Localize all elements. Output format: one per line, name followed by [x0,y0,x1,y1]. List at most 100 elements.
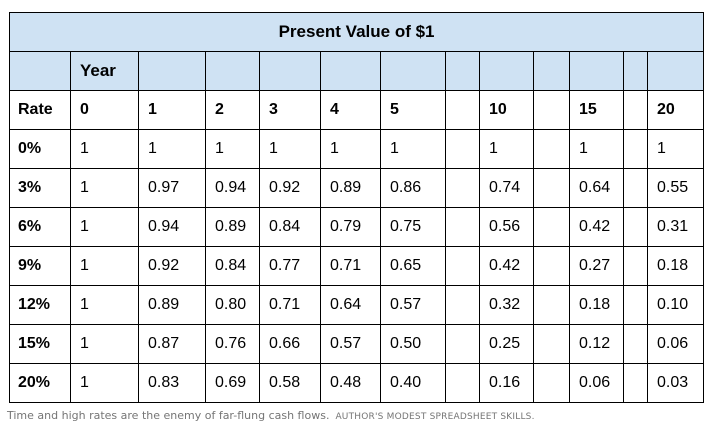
value-cell: 0.55 [646,168,705,208]
table-row: 9% 1 0.92 0.84 0.77 0.71 0.65 0.42 0.27 0.18 [9,246,705,286]
present-value-table: Present Value of $1 Year Rate 0 1 2 3 4 5 10 15… [8,12,705,403]
value-cell: 0.71 [320,246,381,286]
year-header-cell: 1 [138,90,206,130]
value-cell: 0.06 [646,324,705,364]
spacer-cell [445,168,480,208]
value-cell: 0.16 [479,363,534,403]
value-cell: 0.10 [646,285,705,325]
spacer-cell [533,207,570,247]
header-blank-cell [479,51,534,91]
header-blank-cell [205,51,260,91]
rate-cell: 0% [9,129,71,169]
value-cell: 0.65 [380,246,446,286]
value-cell: 0.42 [479,246,534,286]
value-cell: 1 [569,129,624,169]
spacer-cell [533,285,570,325]
value-cell: 0.32 [479,285,534,325]
value-cell: 1 [646,129,705,169]
value-cell: 0.57 [320,324,381,364]
value-cell: 0.58 [259,363,321,403]
table-row: 20% 1 0.83 0.69 0.58 0.48 0.40 0.16 0.06 0.03 [9,363,705,403]
value-cell: 1 [70,129,139,169]
value-cell: 0.75 [380,207,446,247]
value-cell: 0.71 [259,285,321,325]
rate-cell: 3% [9,168,71,208]
spacer-cell [445,246,480,286]
table-row: 15% 1 0.87 0.76 0.66 0.57 0.50 0.25 0.12 0.06 [9,324,705,364]
value-cell: 0.27 [569,246,624,286]
present-value-table-wrapper: Present Value of $1 Year Rate 0 1 2 3 4 5 10 15… [8,12,705,403]
value-cell: 1 [320,129,381,169]
spacer-cell [445,363,480,403]
caption-credit: AUTHOR'S MODEST SPREADSHEET SKILLS. [335,412,535,422]
value-cell: 0.86 [380,168,446,208]
header-blank-cell [623,51,648,91]
value-cell: 0.57 [380,285,446,325]
spacer-cell [445,90,480,130]
year-label: Year [70,51,139,91]
spacer-cell [623,129,648,169]
caption-text: Time and high rates are the enemy of far… [7,409,330,422]
spacer-cell [533,90,570,130]
spacer-cell [623,285,648,325]
value-cell: 1 [70,285,139,325]
year-header-cell: 3 [259,90,321,130]
value-cell: 0.18 [569,285,624,325]
header-blank-cell [445,51,480,91]
header-blank-cell [9,51,71,91]
spacer-cell [533,324,570,364]
value-cell: 0.42 [569,207,624,247]
value-cell: 0.89 [205,207,260,247]
value-cell: 0.80 [205,285,260,325]
year-header-cell: 20 [646,90,705,130]
year-header-cell: 4 [320,90,381,130]
table-row: 0% 1 1 1 1 1 1 1 1 1 [9,129,705,169]
spacer-cell [623,207,648,247]
spacer-cell [445,207,480,247]
year-header-cell: 2 [205,90,260,130]
value-cell: 0.40 [380,363,446,403]
value-cell: 0.84 [259,207,321,247]
value-cell: 1 [70,168,139,208]
value-cell: 0.89 [138,285,206,325]
year-header-cell: 0 [70,90,139,130]
value-cell: 0.31 [646,207,705,247]
value-cell: 0.69 [205,363,260,403]
value-cell: 0.94 [138,207,206,247]
value-cell: 1 [70,246,139,286]
value-cell: 0.92 [259,168,321,208]
value-cell: 0.06 [569,363,624,403]
value-cell: 0.74 [479,168,534,208]
rate-cell: 12% [9,285,71,325]
value-cell: 0.50 [380,324,446,364]
value-cell: 0.97 [138,168,206,208]
year-header-cell: 10 [479,90,534,130]
value-cell: 1 [479,129,534,169]
value-cell: 0.25 [479,324,534,364]
spacer-cell [533,246,570,286]
spacer-cell [445,129,480,169]
caption: Time and high rates are the enemy of far… [7,409,535,422]
spacer-cell [533,363,570,403]
value-cell: 0.64 [320,285,381,325]
spacer-cell [623,246,648,286]
rate-cell: 20% [9,363,71,403]
value-cell: 1 [138,129,206,169]
header-blank-cell [380,51,446,91]
spacer-cell [445,285,480,325]
table-row: 12% 1 0.89 0.80 0.71 0.64 0.57 0.32 0.18 0.10 [9,285,705,325]
rate-cell: 6% [9,207,71,247]
header-blank-cell [533,51,570,91]
value-cell: 0.89 [320,168,381,208]
spacer-cell [445,324,480,364]
value-cell: 1 [205,129,260,169]
value-cell: 0.84 [205,246,260,286]
year-header-row: Year [9,51,705,91]
spacer-cell [623,90,648,130]
header-blank-cell [569,51,624,91]
table-title: Present Value of $1 [8,12,705,52]
rate-cell: 9% [9,246,71,286]
value-cell: 0.66 [259,324,321,364]
value-cell: 0.79 [320,207,381,247]
header-blank-cell [259,51,321,91]
